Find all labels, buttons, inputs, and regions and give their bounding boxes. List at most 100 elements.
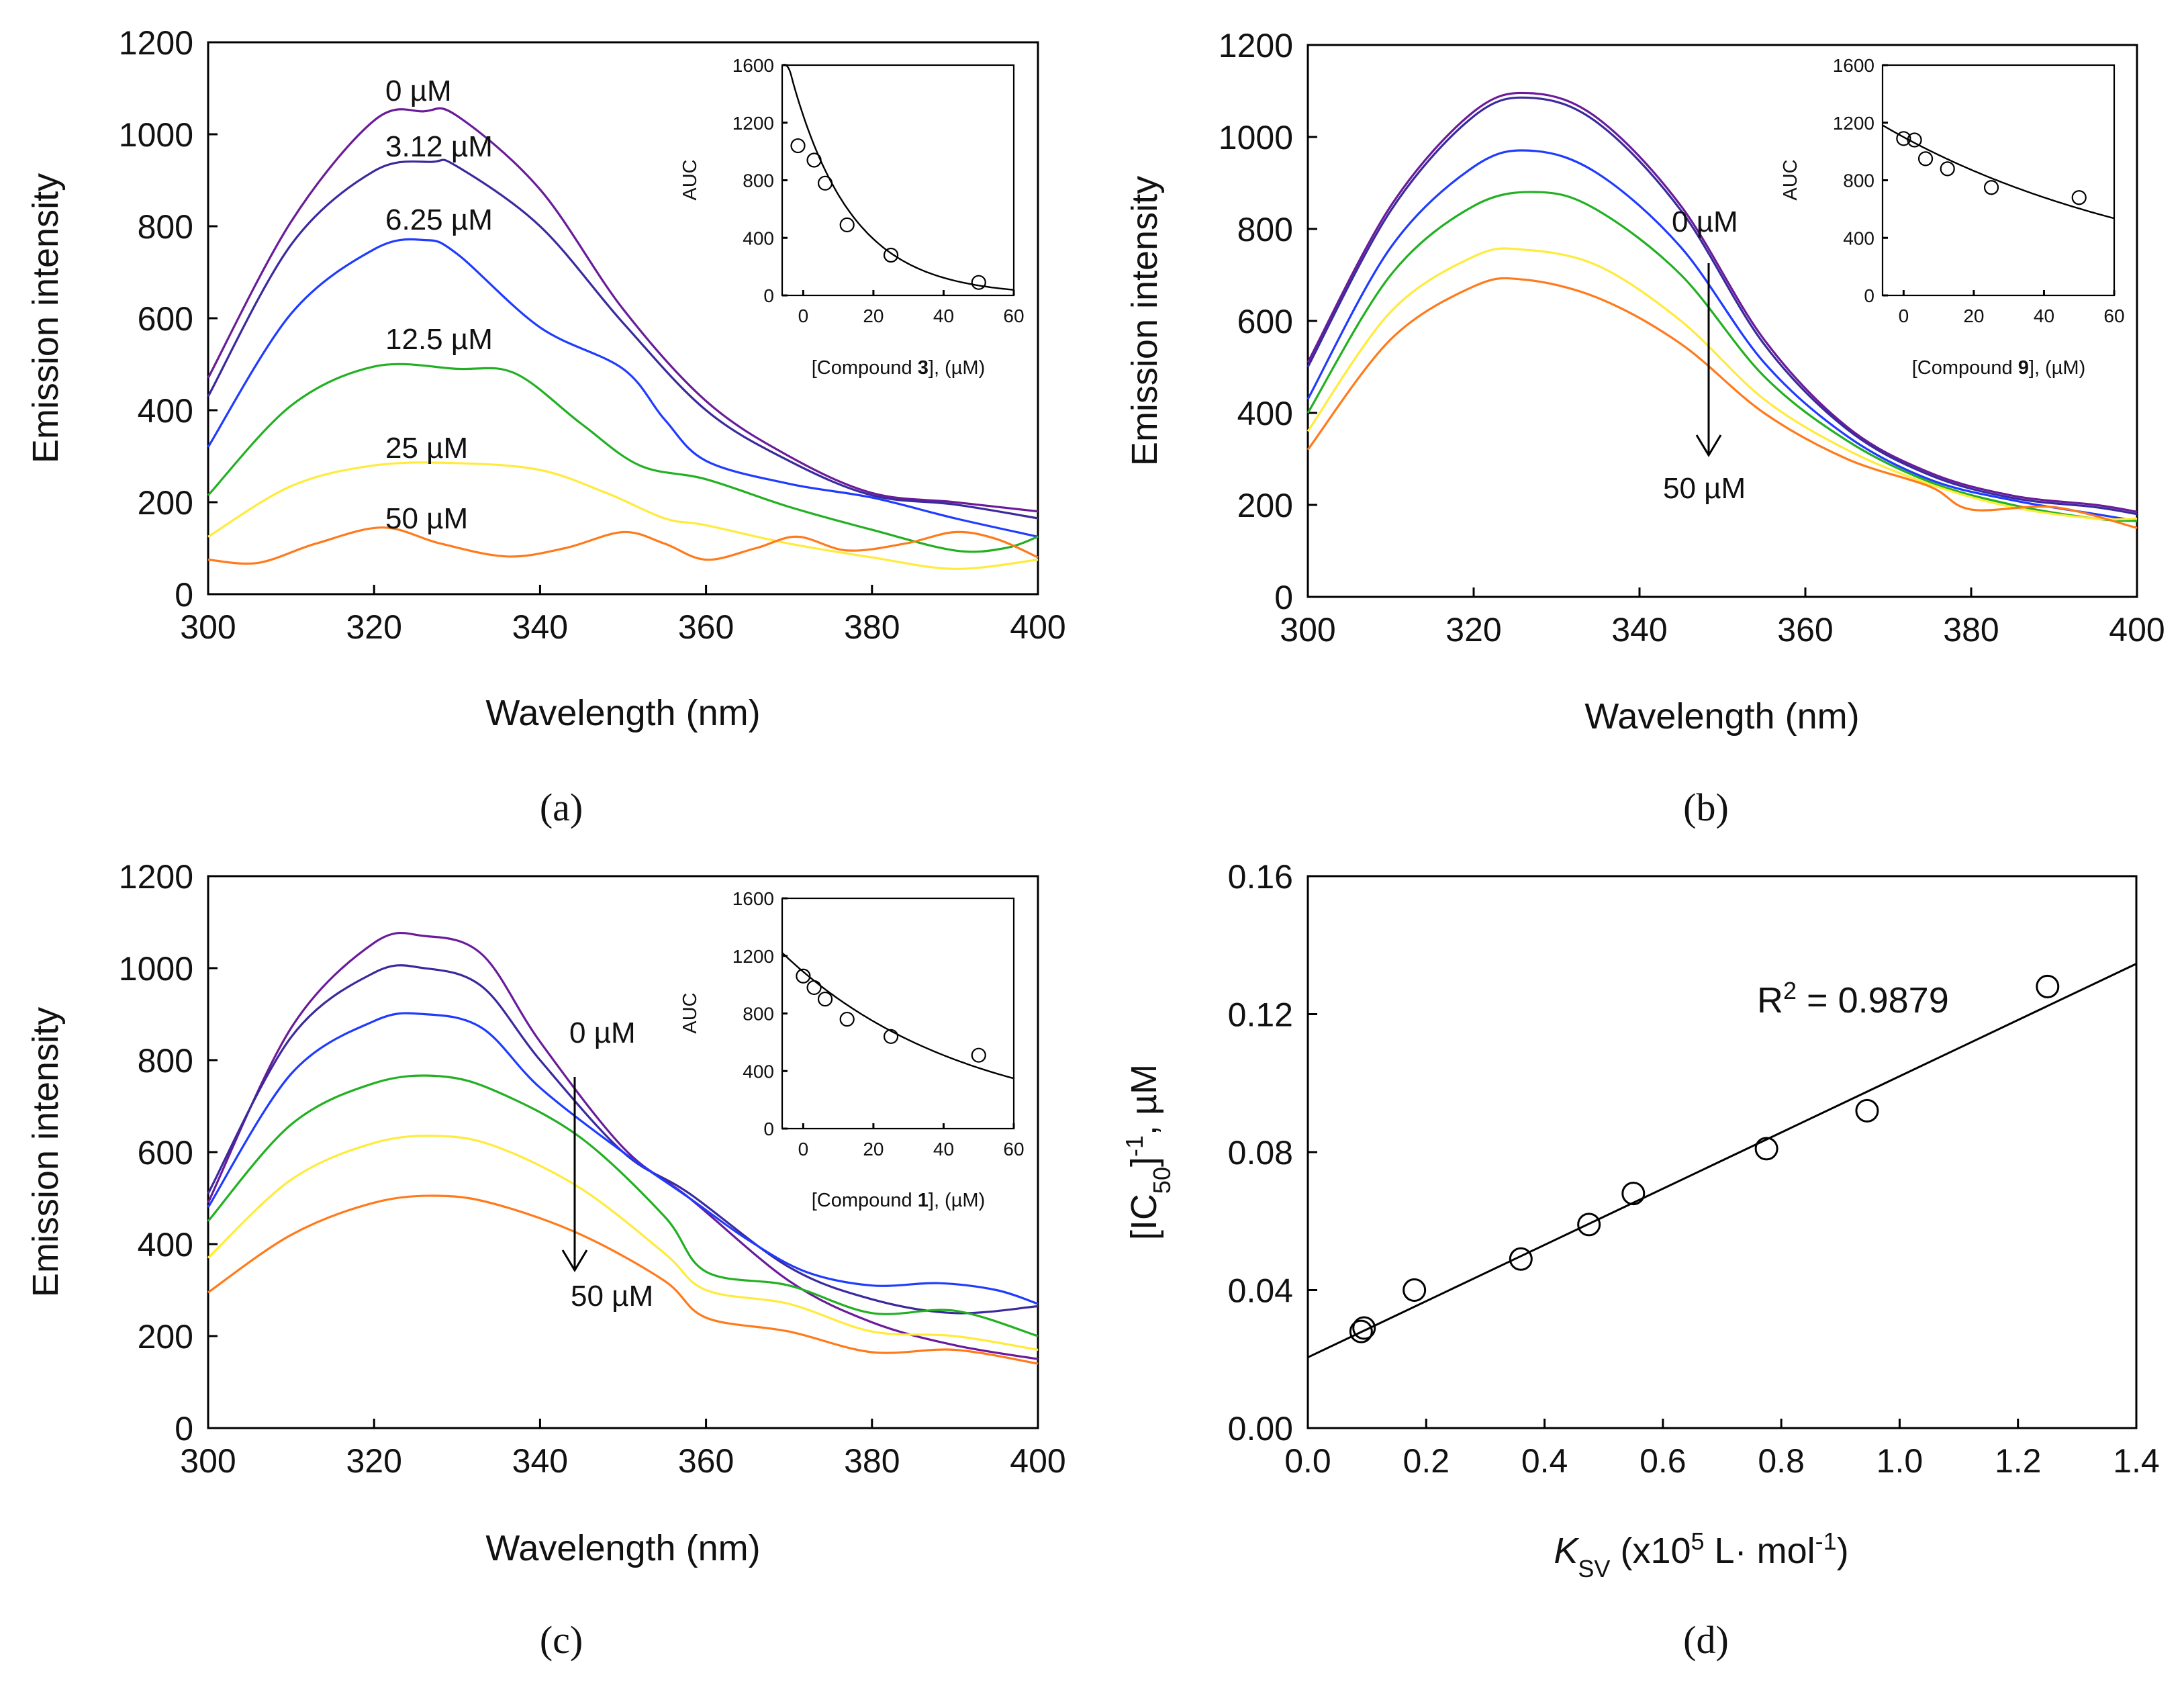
y-axis-label: Emission intensity (1125, 176, 1165, 466)
inset-y-label: AUC (1780, 159, 1801, 200)
x-tick-label: 380 (1943, 611, 1999, 649)
x-tick-label: 0.8 (1758, 1442, 1805, 1480)
inset-x-tick-label: 40 (2034, 305, 2054, 326)
series-group (207, 931, 1039, 1365)
annotation-50uM: 50 µM (571, 1280, 653, 1313)
series-line-5 (207, 526, 1039, 565)
inset-data-point (971, 275, 986, 290)
panel-d: 0.0 0.2 0.4 0.6 0.8 1.0 1.2 1.4 0.00 0.04 0.08 0.1… (1121, 858, 2160, 1662)
inset-data-point (796, 968, 811, 984)
y-tick-label: 0 (175, 1410, 193, 1448)
y-axis-label: Emission intensity (26, 1007, 66, 1297)
r2-value: = 0.9879 (1797, 980, 1949, 1021)
y-axis-ticks: 0 200 400 600 800 1000 1200 (119, 858, 218, 1448)
y-tick-label: 0 (1274, 579, 1293, 616)
x-tick-label: 380 (844, 1442, 900, 1480)
inset-data-point (839, 217, 855, 233)
y-label-sub: 50 (1148, 1167, 1176, 1194)
x-label-mol: mol (1747, 1531, 1815, 1571)
inset-x-label: [Compound 1], (µM) (812, 1190, 986, 1211)
x-label-close: ) (1837, 1531, 1849, 1571)
inset-y-tick-label: 1600 (732, 888, 774, 909)
inset-data-point (839, 1011, 855, 1027)
data-point (1352, 1316, 1376, 1340)
x-tick-label: 380 (844, 608, 900, 646)
inset-x-tick-label: 60 (1003, 1139, 1024, 1159)
inset-x-label-bold: 3 (918, 357, 929, 379)
inset-auc-plot: 0 20 40 60 0 400 800 1200 1600 AUC [Compound 9]… (1780, 55, 2125, 379)
inset-marks (1882, 124, 2115, 220)
x-tick-label: 400 (1010, 608, 1065, 646)
inset-y-label: AUC (679, 992, 701, 1033)
inset-x-label-post: ], (µM) (2029, 357, 2085, 379)
inset-y-tick-label: 400 (743, 228, 774, 248)
plot-frame (1307, 875, 2138, 1429)
inset-y-ticks: 0 400 800 1200 1600 (1833, 55, 1888, 306)
annotation-12-5uM: 12.5 µM (385, 323, 493, 356)
series-line-4 (1307, 247, 2138, 521)
inset-data-point (806, 152, 822, 168)
inset-data-point (817, 991, 833, 1007)
x-tick-label: 0.6 (1640, 1442, 1687, 1480)
inset-data-point (883, 1029, 899, 1044)
r2-sup: 2 (1783, 977, 1797, 1004)
annotation-6-25uM: 6.25 µM (385, 203, 493, 236)
x-axis-label: Wavelength (nm) (1584, 696, 1859, 737)
x-label-italic: K (1554, 1531, 1579, 1571)
data-point (1577, 1213, 1601, 1237)
inset-y-tick-label: 1600 (1833, 55, 1874, 76)
inset-y-tick-label: 800 (743, 1004, 774, 1025)
inset-x-tick-label: 0 (1899, 305, 1909, 326)
x-tick-label: 400 (1010, 1442, 1065, 1480)
y-tick-label: 600 (1237, 303, 1293, 340)
inset-y-tick-label: 800 (1843, 171, 1874, 191)
inset-data-point (790, 138, 806, 154)
x-tick-label: 0.0 (1284, 1442, 1331, 1480)
inset-frame (781, 897, 1015, 1130)
data-point (1855, 1098, 1879, 1123)
y-tick-label: 800 (138, 208, 193, 246)
inset-x-tick-label: 0 (798, 1139, 809, 1159)
x-tick-label: 340 (512, 1442, 568, 1480)
x-tick-label: 300 (1280, 611, 1335, 649)
y-tick-label: 400 (1237, 395, 1293, 432)
r-squared-label: R2 = 0.9879 (1757, 977, 1949, 1021)
inset-y-tick-label: 1600 (732, 55, 774, 76)
inset-y-tick-label: 400 (1843, 228, 1874, 248)
y-tick-label: 800 (1237, 211, 1293, 248)
y-label-post: , µM (1124, 1064, 1164, 1135)
inset-data-point (1896, 131, 1911, 146)
inset-x-tick-label: 60 (1003, 305, 1024, 326)
inset-data-point (1983, 180, 1999, 195)
y-tick-label: 400 (138, 1226, 193, 1264)
inset-x-label-bold: 9 (2018, 357, 2029, 379)
y-label-mid: ] (1124, 1157, 1164, 1167)
inset-x-tick-label: 0 (798, 305, 809, 326)
inset-y-tick-label: 0 (763, 1119, 774, 1139)
x-axis-label: Wavelength (nm) (485, 1528, 760, 1568)
inset-y-ticks: 0 400 800 1200 1600 (732, 55, 788, 306)
x-label-unit: L (1705, 1531, 1735, 1571)
y-tick-label: 1200 (1219, 27, 1293, 64)
x-tick-label: 0.2 (1403, 1442, 1450, 1480)
inset-data-point (1917, 151, 1934, 167)
linear-fit-line (1307, 963, 2137, 1359)
annotation-0uM: 0 µM (385, 75, 452, 107)
y-tick-label: 0 (175, 576, 193, 614)
x-label-sup2: -1 (1815, 1527, 1837, 1555)
data-point (1349, 1319, 1373, 1343)
annotation-3-12uM: 3.12 µM (385, 130, 493, 163)
inset-y-tick-label: 400 (743, 1061, 774, 1082)
series-line-4 (207, 1135, 1039, 1352)
annotation-50uM: 50 µM (385, 502, 468, 535)
x-label-mid: (x10 (1610, 1531, 1691, 1571)
inset-data-point (817, 175, 833, 191)
x-tick-label: 340 (512, 608, 568, 646)
x-label-sup1: 5 (1691, 1527, 1705, 1555)
y-axis-ticks: 0.00 0.04 0.08 0.12 0.16 (1228, 858, 1317, 1448)
inset-marks (781, 64, 1014, 291)
inset-marks (781, 952, 1014, 1080)
x-tick-label: 320 (346, 608, 401, 646)
y-label-sup: -1 (1121, 1135, 1148, 1157)
scatter-marks (1307, 963, 2137, 1359)
